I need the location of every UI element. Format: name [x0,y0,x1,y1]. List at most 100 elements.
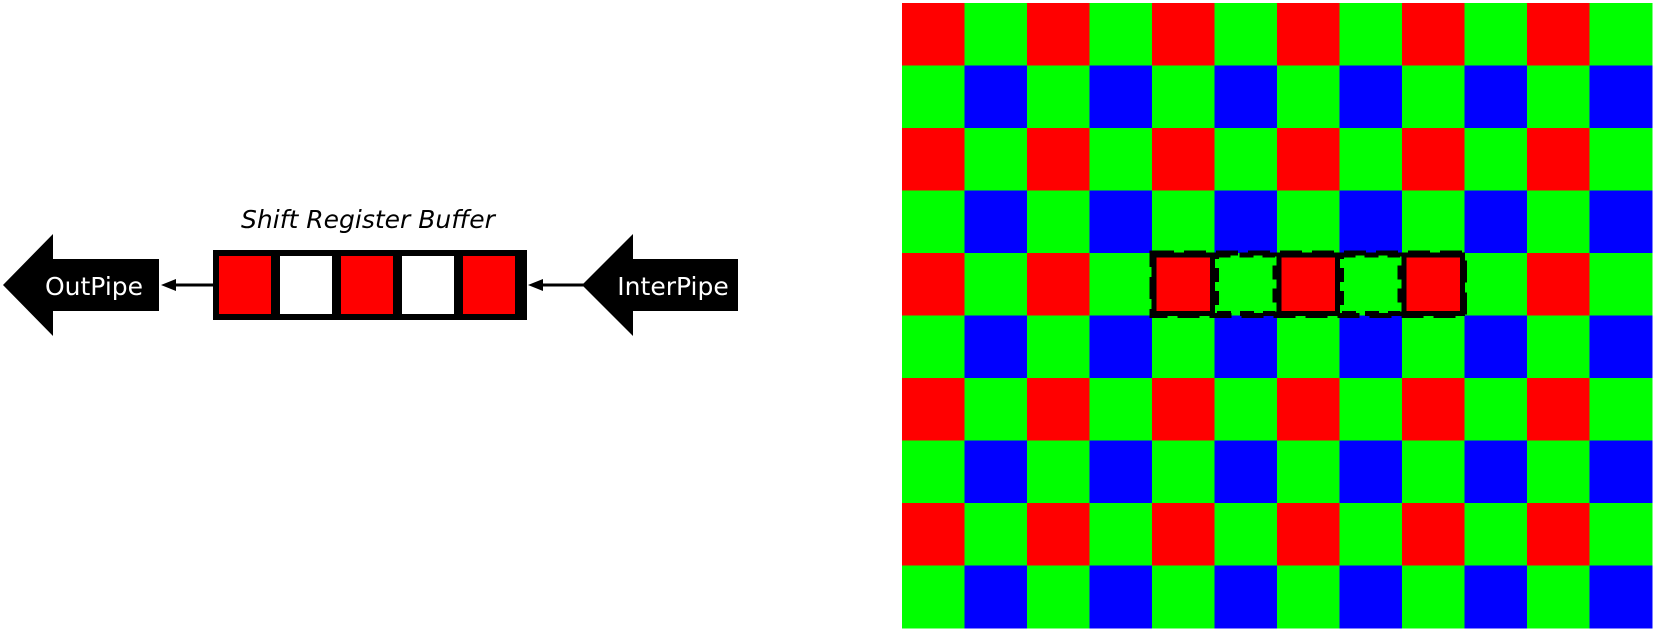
bayer-cell-r5-c9 [1464,315,1528,379]
bayer-cell-r4-c7 [1339,253,1403,316]
bayer-cell-r9-c3 [1089,565,1153,629]
bayer-cell-r5-c5 [1214,315,1278,379]
bayer-cell-r7-c1 [964,440,1028,504]
bayer-cell-r9-c10 [1527,565,1590,629]
bayer-cell-r1-c0 [902,65,965,129]
bayer-cell-r3-c11 [1589,190,1653,254]
bayer-cell-r4-c11 [1589,253,1653,316]
bayer-cell-r1-c9 [1464,65,1528,129]
bayer-cell-r5-c7 [1339,315,1403,379]
bayer-cell-r3-c7 [1339,190,1403,254]
bayer-cell-r9-c1 [964,565,1028,629]
bayer-cell-r5-c11 [1589,315,1653,379]
bayer-cell-r0-c5 [1214,3,1278,66]
bayer-cell-r2-c11 [1589,128,1653,191]
bayer-cell-r0-c6 [1277,3,1340,66]
bayer-cell-r6-c6 [1277,378,1340,441]
bayer-cell-r4-c10 [1527,253,1590,316]
highlight-outline [1149,250,1467,318]
out-pipe-arrow-shape [3,234,159,336]
bayer-cell-r2-c10 [1527,128,1590,191]
bayer-cell-r8-c7 [1339,503,1403,566]
inter-pipe-label: InterPipe [617,272,728,301]
bayer-cell-r7-c2 [1027,440,1090,504]
buffer-cell-1 [219,256,271,314]
bayer-cell-r0-c0 [902,3,965,66]
bayer-cell-r6-c2 [1027,378,1090,441]
buffer-cell-4 [402,256,454,314]
buffer-to-outpipe-connector [161,279,213,291]
bayer-cell-r1-c8 [1402,65,1465,129]
bayer-cell-r0-c3 [1089,3,1153,66]
bayer-cell-r1-c1 [964,65,1028,129]
bayer-cell-r4-c1 [964,253,1028,316]
bayer-cell-r9-c8 [1402,565,1465,629]
bayer-cell-r3-c4 [1152,190,1215,254]
bayer-cell-r3-c10 [1527,190,1590,254]
bayer-cell-r7-c7 [1339,440,1403,504]
out-pipe-label: OutPipe [45,272,143,301]
bayer-cell-r7-c0 [902,440,965,504]
bayer-cell-r2-c9 [1464,128,1528,191]
bayer-cell-r3-c8 [1402,190,1465,254]
bayer-cell-r1-c5 [1214,65,1278,129]
bayer-cell-r2-c0 [902,128,965,191]
bayer-cell-r3-c2 [1027,190,1090,254]
bayer-cell-r4-c5 [1214,253,1278,316]
buffer-cell-2 [280,256,332,314]
bayer-cell-r7-c9 [1464,440,1528,504]
shift-register-diagram: Shift Register Buffer OutPipe InterPipe [3,205,738,336]
bayer-cell-r9-c7 [1339,565,1403,629]
bayer-cell-r8-c3 [1089,503,1153,566]
bayer-cell-r7-c4 [1152,440,1215,504]
bayer-cell-r7-c6 [1277,440,1340,504]
bayer-cell-r9-c5 [1214,565,1278,629]
bayer-cell-r9-c9 [1464,565,1528,629]
bayer-cell-r6-c5 [1214,378,1278,441]
bayer-cell-r2-c6 [1277,128,1340,191]
bayer-cell-r9-c6 [1277,565,1340,629]
bayer-cell-r5-c1 [964,315,1028,379]
bayer-cell-r1-c3 [1089,65,1153,129]
bayer-cell-r3-c5 [1214,190,1278,254]
interpipe-to-buffer-connector [528,279,584,291]
buffer-cell-3 [341,256,393,314]
bayer-cell-r2-c5 [1214,128,1278,191]
bayer-cell-r0-c7 [1339,3,1403,66]
bayer-cell-r6-c9 [1464,378,1528,441]
bayer-cell-r2-c1 [964,128,1028,191]
buffer-cell-5 [463,256,515,314]
bayer-cell-r1-c2 [1027,65,1090,129]
bayer-cell-r8-c8 [1402,503,1465,566]
connector-arrowhead-right [528,279,543,291]
bayer-cell-r8-c4 [1152,503,1215,566]
bayer-cell-r0-c1 [964,3,1028,66]
bayer-cell-r7-c11 [1589,440,1653,504]
bayer-cell-r3-c6 [1277,190,1340,254]
bayer-cell-r5-c3 [1089,315,1153,379]
bayer-cell-r6-c10 [1527,378,1590,441]
bayer-cell-r0-c8 [1402,3,1465,66]
bayer-cell-r4-c9 [1464,253,1528,316]
bayer-cell-r0-c10 [1527,3,1590,66]
bayer-filter-grid [902,3,1653,629]
bayer-cell-r3-c1 [964,190,1028,254]
bayer-cell-r5-c2 [1027,315,1090,379]
bayer-cell-r2-c8 [1402,128,1465,191]
bayer-cell-r7-c8 [1402,440,1465,504]
bayer-cell-r2-c7 [1339,128,1403,191]
bayer-cell-r6-c4 [1152,378,1215,441]
bayer-cell-r0-c2 [1027,3,1090,66]
highlighted-row-segment [1149,250,1467,318]
inter-pipe-arrow: InterPipe [582,234,738,336]
bayer-cell-r8-c6 [1277,503,1340,566]
bayer-cell-r5-c6 [1277,315,1340,379]
bayer-cell-r1-c11 [1589,65,1653,129]
bayer-cell-r8-c10 [1527,503,1590,566]
bayer-cell-r7-c3 [1089,440,1153,504]
bayer-cell-r5-c0 [902,315,965,379]
out-pipe-arrow: OutPipe [3,234,159,336]
bayer-cell-r9-c4 [1152,565,1215,629]
inter-pipe-arrow-shape [582,234,738,336]
bayer-cell-r3-c0 [902,190,965,254]
